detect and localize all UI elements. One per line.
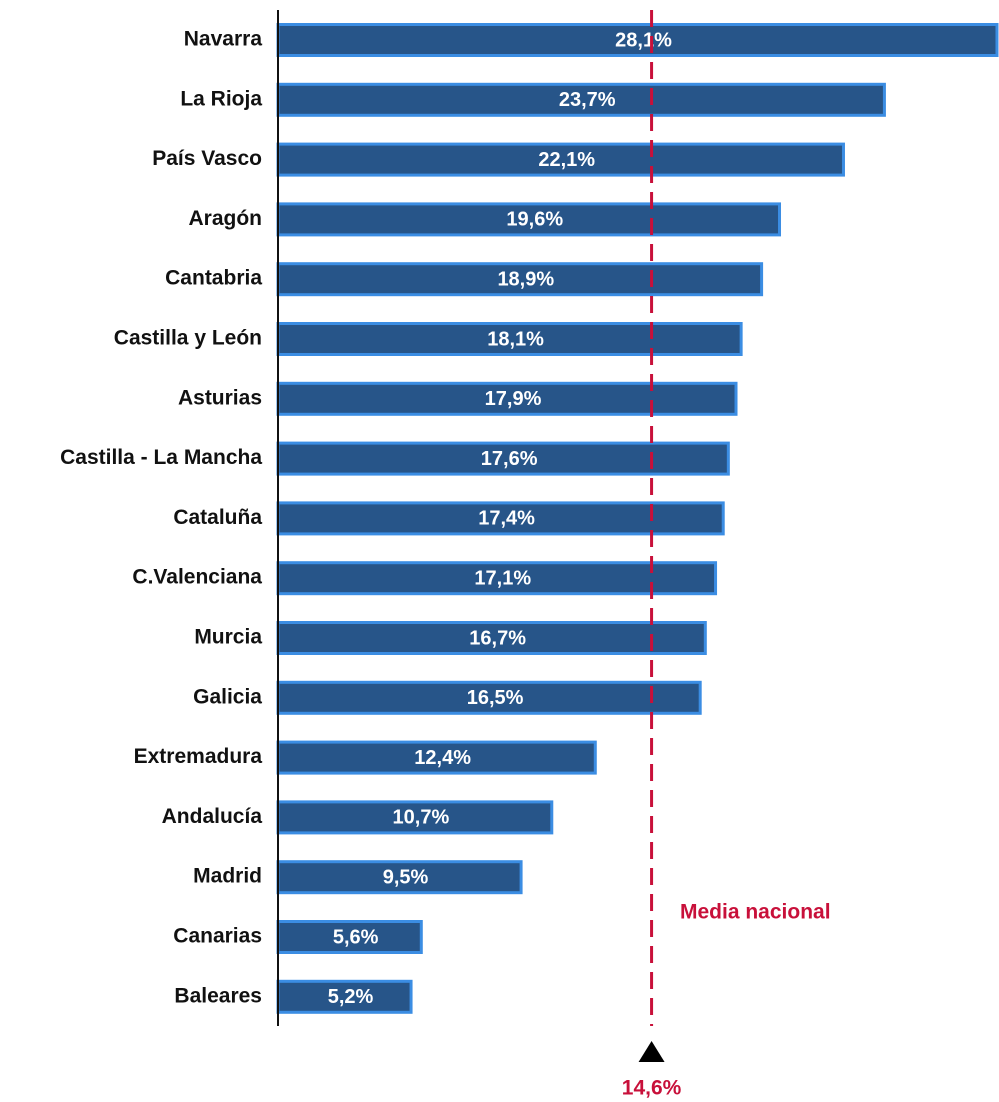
category-label: Navarra: [184, 28, 263, 51]
value-label: 17,4%: [478, 508, 535, 530]
category-label: Asturias: [178, 386, 262, 409]
value-label: 17,6%: [481, 448, 538, 470]
bar: [276, 740, 597, 775]
category-label: Baleares: [174, 984, 262, 1007]
value-label: 23,7%: [559, 89, 616, 111]
category-label: Andalucía: [162, 805, 263, 828]
value-label: 12,4%: [414, 747, 471, 769]
bar: [276, 621, 707, 655]
value-label: 16,5%: [467, 687, 524, 709]
bar: [276, 262, 764, 297]
value-label: 17,1%: [474, 567, 531, 589]
category-label: Extremadura: [134, 745, 263, 768]
category-label: Cantabria: [165, 267, 262, 290]
value-label: 9,5%: [383, 866, 429, 888]
bar: [276, 381, 738, 416]
category-label: C.Valenciana: [132, 566, 262, 589]
category-label: País Vasco: [152, 147, 262, 170]
value-label: 10,7%: [393, 807, 450, 829]
category-label: Madrid: [193, 865, 262, 888]
bar: [276, 202, 782, 237]
value-label: 17,9%: [485, 388, 542, 410]
reference-annotation: Media nacional: [680, 901, 831, 924]
category-label: Galicia: [193, 685, 262, 708]
category-label: Castilla - La Mancha: [60, 446, 262, 469]
category-label: Castilla y León: [114, 327, 262, 350]
value-label: 16,7%: [469, 627, 526, 649]
category-label: Aragón: [189, 207, 263, 230]
category-label: Cataluña: [173, 506, 262, 529]
category-label: Murcia: [194, 626, 262, 649]
value-label: 5,2%: [328, 986, 374, 1008]
value-label: 22,1%: [538, 149, 595, 171]
bar: [276, 82, 886, 117]
bar: [276, 680, 702, 715]
bar: [276, 800, 554, 835]
value-label: 18,9%: [497, 268, 554, 290]
category-label: Canarias: [173, 925, 262, 948]
reference-marker: [638, 1041, 665, 1062]
value-label: 5,6%: [333, 926, 379, 948]
category-label: La Rioja: [180, 87, 262, 110]
reference-label: 14,6%: [622, 1077, 682, 1100]
value-label: 18,1%: [487, 328, 544, 350]
value-label: 19,6%: [506, 209, 563, 231]
value-label: 28,1%: [615, 29, 672, 51]
bar: [276, 142, 845, 177]
